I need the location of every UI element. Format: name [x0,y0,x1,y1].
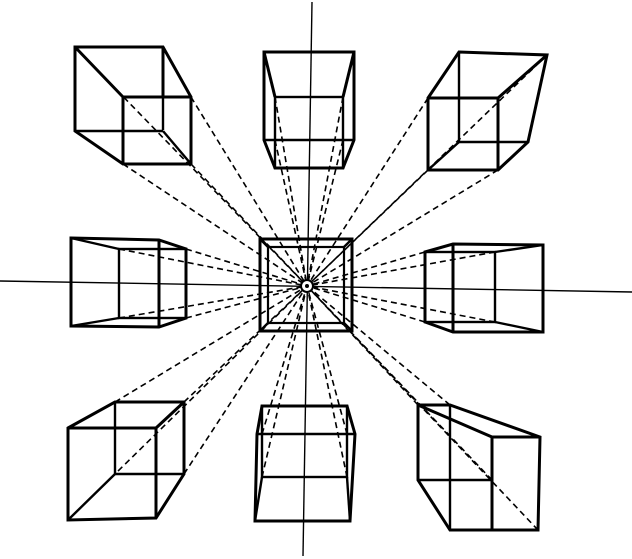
cube-bottom-right [416,403,542,532]
vertical-axis-line [302,1,313,557]
cube-top-left [73,45,193,166]
horizon-line [0,280,632,293]
cube-top-right [426,50,549,172]
cube-bottom-left [66,400,186,522]
cube-middle-right [423,242,545,334]
center-cube [258,237,354,333]
cube-middle-left [69,236,188,329]
cube-bottom-center [253,404,357,523]
vanishing-point [300,279,314,293]
cube-top-center [262,50,356,170]
